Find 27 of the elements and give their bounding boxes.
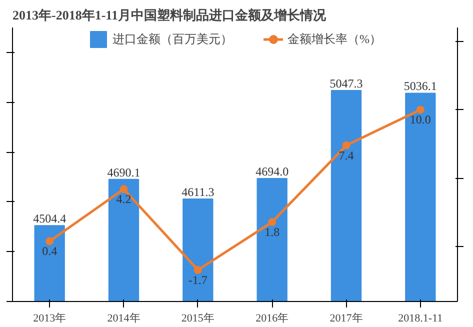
data-label: 5047.3	[330, 76, 363, 90]
data-label: 10.0	[410, 112, 431, 127]
data-label: 4611.3	[182, 185, 214, 200]
x-tick-label: 2015年	[181, 312, 214, 324]
x-tick-label: 2018.1-11	[398, 312, 443, 324]
data-label: 5036.1	[404, 79, 437, 94]
point	[416, 106, 424, 114]
chart-title: 2013年-2018年1-11月中国塑料制品进口金额及增长情况	[12, 8, 327, 22]
data-label: -1.7	[188, 272, 208, 287]
data-label: 0.4	[42, 244, 58, 258]
point	[268, 218, 276, 226]
data-label: 7.4	[338, 148, 354, 162]
point	[120, 185, 128, 194]
legend-label: 金额增长率（%）	[288, 30, 382, 48]
data-label: 4694.0	[256, 164, 289, 178]
x-tick-label: 2017年	[330, 312, 363, 324]
point	[194, 266, 202, 274]
data-label: 4.2	[116, 192, 132, 206]
x-tick-label: 2013年	[33, 312, 66, 324]
x-tick-label: 2016年	[256, 312, 289, 324]
data-label: 4504.4	[33, 212, 66, 226]
point	[46, 237, 54, 246]
data-label: 4690.1	[107, 165, 140, 180]
point	[342, 141, 350, 150]
data-label: 1.8	[264, 225, 280, 240]
legend-label: 进口金额（百万美元）	[112, 30, 232, 48]
x-tick-label: 2014年	[107, 312, 140, 324]
